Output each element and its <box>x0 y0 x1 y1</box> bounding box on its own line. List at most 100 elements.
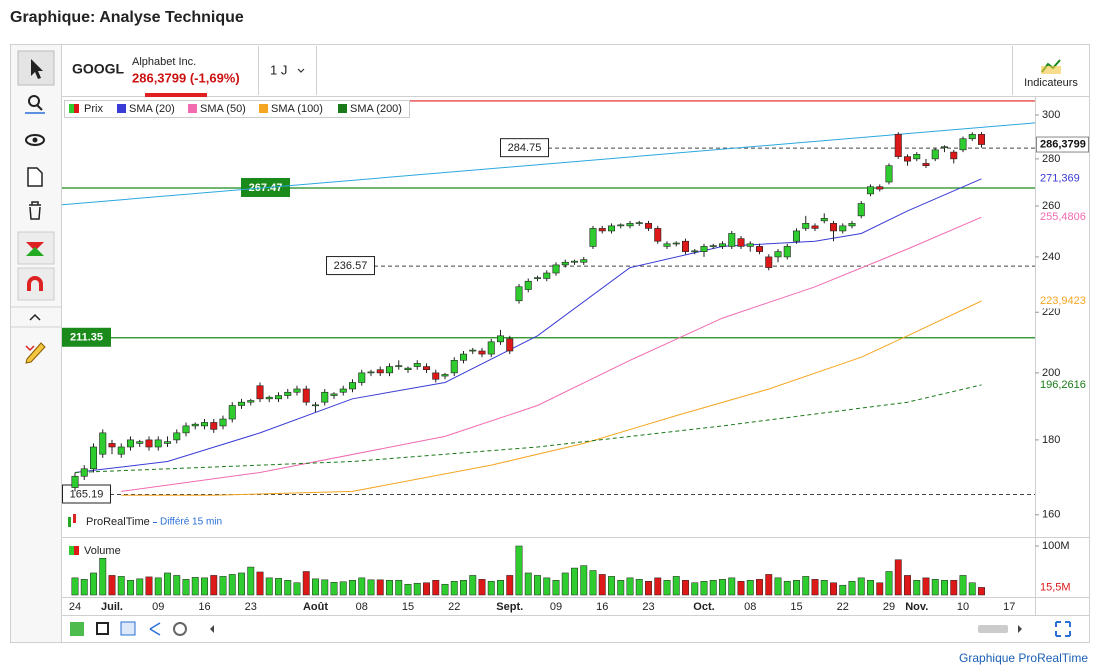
fullscreen-button[interactable] <box>1055 621 1071 637</box>
volume-bar <box>635 579 643 596</box>
candle-body <box>247 400 255 403</box>
period-select[interactable]: 1 J <box>270 62 287 77</box>
volume-bar <box>339 581 347 596</box>
volume-tick-label: 100M <box>1042 540 1070 552</box>
candle-body <box>108 443 116 448</box>
scroll-left[interactable] <box>210 625 214 633</box>
legend-swatch <box>338 104 347 113</box>
volume-bar <box>191 577 199 596</box>
x-tick-label: Sept. <box>496 601 523 613</box>
candle-body <box>413 363 421 367</box>
candle-body <box>533 277 541 279</box>
plot: 160 180 200 220 240 260 280 300 100M 24 Juil. 09 16 2… <box>61 100 1089 613</box>
candle-body <box>866 186 874 195</box>
candle-body <box>385 366 393 374</box>
magnet-button[interactable] <box>17 267 55 301</box>
volume-bar <box>857 577 865 596</box>
candle-body <box>922 163 930 167</box>
candle-body <box>617 224 625 227</box>
draw-button[interactable] <box>25 342 46 364</box>
last-value-box <box>1036 293 1089 309</box>
scroll-right[interactable] <box>1018 625 1022 633</box>
candle-body <box>931 149 939 160</box>
candle-body <box>469 349 477 352</box>
trend-button[interactable] <box>17 231 55 265</box>
candle-body <box>219 418 227 427</box>
candle-body <box>256 385 264 400</box>
sma-line <box>121 216 982 492</box>
candle-body <box>848 223 856 227</box>
legend-swatch <box>259 104 268 113</box>
candle-body <box>885 165 893 183</box>
last-value-box <box>1036 209 1089 225</box>
volume-bar <box>626 577 634 596</box>
level-label: 211.35 <box>70 332 103 344</box>
volume-bar <box>552 580 560 596</box>
x-tick-label: Nov. <box>905 601 928 613</box>
volume-bar <box>265 577 273 596</box>
volume-bar <box>672 576 680 596</box>
print-button[interactable] <box>120 621 136 636</box>
volume-bar <box>931 579 939 596</box>
price-change: 286,3799 (-1,69%) <box>132 70 240 85</box>
view-button[interactable] <box>25 134 45 146</box>
save-button[interactable] <box>96 622 109 635</box>
candle-body <box>201 422 209 427</box>
delete-button[interactable] <box>29 201 41 220</box>
indicators-label[interactable]: Indicateurs <box>1024 77 1078 89</box>
volume-bar <box>256 571 264 596</box>
collapse-button[interactable] <box>29 313 41 321</box>
candle-body <box>959 138 967 151</box>
candle-body <box>274 395 282 400</box>
candle-body <box>348 382 356 390</box>
candle-body <box>820 218 828 222</box>
volume-bar <box>173 575 181 596</box>
volume-bar <box>469 575 477 596</box>
candle-body <box>90 446 98 470</box>
candle-body <box>487 341 495 355</box>
volume-bar <box>876 582 884 596</box>
candle-body <box>210 422 218 430</box>
level-label-box <box>500 138 549 158</box>
sma-line <box>121 300 982 496</box>
tool-button[interactable] <box>70 622 84 636</box>
candle-body <box>117 446 125 455</box>
settings-button[interactable] <box>173 622 187 636</box>
volume-bar <box>413 582 421 596</box>
volume-bar <box>913 580 921 596</box>
period-chevron[interactable] <box>297 68 305 73</box>
watermark-source: ProRealTime <box>86 516 150 528</box>
volume-bar <box>894 559 902 596</box>
candle-body <box>99 432 107 455</box>
x-tick-label: 16 <box>198 601 210 613</box>
last-value-label: 223,9423 <box>1040 295 1086 307</box>
view-icon <box>32 137 38 143</box>
price-flag <box>145 93 207 97</box>
share-button[interactable] <box>149 622 161 636</box>
candle-body <box>173 432 181 441</box>
volume-bar <box>709 580 717 596</box>
legend-swatch <box>74 104 79 113</box>
sma-line <box>74 178 982 473</box>
candle-body <box>524 280 532 290</box>
candle-body <box>496 335 504 343</box>
legend-box <box>64 100 410 118</box>
volume-bar <box>728 577 736 596</box>
candle-body <box>709 245 717 247</box>
template-button[interactable] <box>27 167 43 187</box>
level-label: 236.57 <box>334 260 368 272</box>
scrollbar[interactable] <box>978 625 1008 633</box>
zoom-button[interactable] <box>28 95 40 107</box>
candle-body <box>755 246 763 252</box>
candle-body <box>839 225 847 232</box>
candle-body <box>432 372 440 380</box>
volume-bar <box>765 574 773 596</box>
trendline <box>61 122 1036 206</box>
volume-bar <box>830 582 837 596</box>
footer-link[interactable]: Graphique ProRealTime <box>959 651 1088 665</box>
y-tick-label: 240 <box>1042 251 1060 263</box>
y-tick-label: 180 <box>1042 434 1060 446</box>
candle-body <box>71 475 79 488</box>
watermark-delay: Différé 15 min <box>160 517 222 528</box>
